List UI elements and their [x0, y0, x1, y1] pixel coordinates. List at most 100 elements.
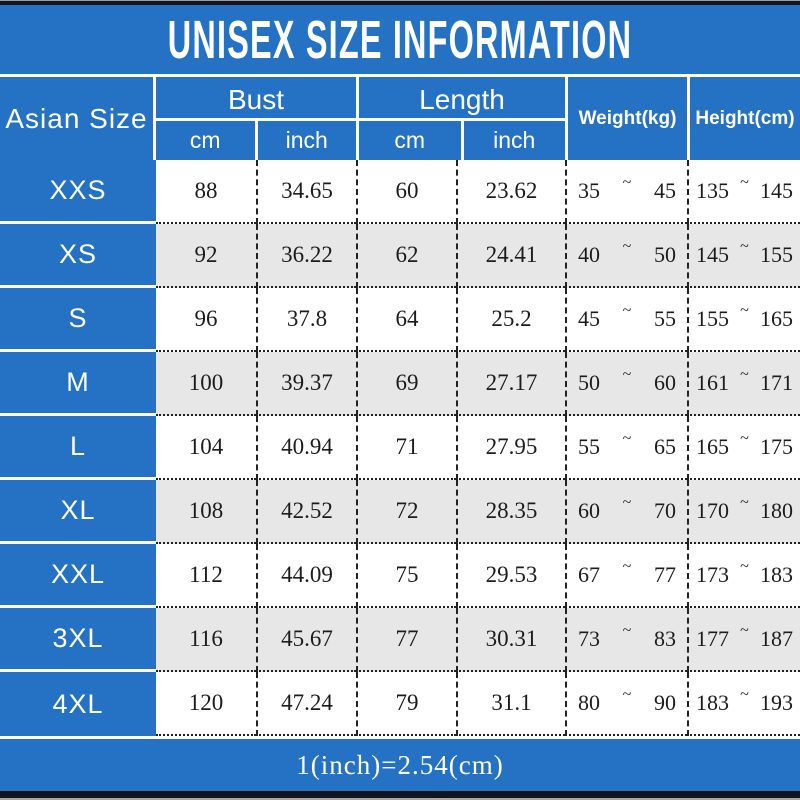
bust-cm-value: 120	[156, 672, 256, 736]
height-min: 155	[696, 306, 729, 331]
column-header-bust-cm: cm	[189, 127, 221, 153]
weight-max: 45	[654, 178, 676, 203]
tilde-separator: ~	[622, 622, 632, 639]
bottom-edge-bar	[0, 791, 800, 800]
height-min: 170	[696, 498, 729, 523]
conversion-formula: 1(inch)=2.54(cm)	[296, 749, 504, 780]
weight-min: 80	[578, 690, 600, 715]
bust-cm-value: 116	[156, 608, 256, 672]
tilde-separator: ~	[740, 622, 749, 639]
bust-inch-value: 42.52	[256, 480, 356, 544]
height-max: 187	[760, 626, 793, 651]
column-header-height: Height(cm)	[687, 77, 800, 160]
tilde-separator: ~	[622, 238, 632, 255]
table-row: L 104 40.94 71 27.95 55 ~65 165 ~175	[0, 416, 800, 480]
height-max: 175	[760, 434, 793, 459]
size-label: L	[0, 416, 156, 480]
length-cm-value: 69	[356, 352, 456, 416]
length-cm-value: 77	[356, 608, 456, 672]
height-range: 173 ~183	[687, 544, 800, 608]
weight-max: 60	[654, 370, 676, 395]
bust-cm-value: 88	[156, 160, 256, 224]
weight-max: 90	[654, 690, 676, 715]
height-min: 173	[696, 562, 729, 587]
bust-cm-value: 100	[156, 352, 256, 416]
bust-inch-value: 36.22	[256, 224, 356, 288]
tilde-separator: ~	[622, 366, 632, 383]
tilde-separator: ~	[622, 494, 632, 511]
length-inch-value: 25.2	[456, 288, 565, 352]
bust-inch-value: 44.09	[256, 544, 356, 608]
column-group-length: Length cm inch	[356, 77, 565, 160]
weight-min: 67	[578, 562, 600, 587]
tilde-separator: ~	[740, 302, 749, 319]
bust-inch-value: 40.94	[256, 416, 356, 480]
length-cm-value: 72	[356, 480, 456, 544]
page-title: UNISEX SIZE INFORMATION	[167, 9, 633, 70]
length-inch-value: 27.17	[456, 352, 565, 416]
weight-min: 73	[578, 626, 600, 651]
column-header-length: Length	[359, 77, 565, 121]
title-bar: UNISEX SIZE INFORMATION	[0, 5, 800, 77]
length-inch-value: 24.41	[456, 224, 565, 288]
weight-range: 73 ~83	[565, 608, 687, 672]
tilde-separator: ~	[740, 494, 749, 511]
height-min: 177	[696, 626, 729, 651]
bust-inch-value: 39.37	[256, 352, 356, 416]
tilde-separator: ~	[740, 430, 749, 447]
tilde-separator: ~	[740, 174, 749, 191]
table-header: Asian Size Bust cm inch Length cm inch W…	[0, 77, 800, 160]
weight-min: 55	[578, 434, 600, 459]
weight-max: 50	[654, 242, 676, 267]
height-max: 165	[760, 306, 793, 331]
top-edge-bar	[0, 0, 800, 5]
bust-cm-value: 104	[156, 416, 256, 480]
table-row: M 100 39.37 69 27.17 50 ~60 161 ~171	[0, 352, 800, 416]
tilde-separator: ~	[622, 558, 632, 575]
bust-cm-value: 92	[156, 224, 256, 288]
height-range: 165 ~175	[687, 416, 800, 480]
table-row: XXL 112 44.09 75 29.53 67 ~77 173 ~183	[0, 544, 800, 608]
length-cm-value: 62	[356, 224, 456, 288]
weight-max: 77	[654, 562, 676, 587]
height-range: 170 ~180	[687, 480, 800, 544]
size-label: 3XL	[0, 608, 156, 672]
bust-inch-value: 45.67	[256, 608, 356, 672]
length-cm-value: 60	[356, 160, 456, 224]
height-range: 183 ~193	[687, 672, 800, 736]
table-row: 4XL 120 47.24 79 31.1 80 ~90 183 ~193	[0, 672, 800, 736]
table-row: S 96 37.8 64 25.2 45 ~55 155 ~165	[0, 288, 800, 352]
tilde-separator: ~	[622, 686, 632, 703]
length-subheaders: cm inch	[359, 121, 565, 160]
bust-subheaders: cm inch	[156, 121, 356, 160]
weight-min: 45	[578, 306, 600, 331]
height-max: 145	[760, 178, 793, 203]
height-min: 183	[696, 690, 729, 715]
tilde-separator: ~	[740, 238, 749, 255]
height-max: 180	[760, 498, 793, 523]
bust-inch-value: 47.24	[256, 672, 356, 736]
weight-range: 55 ~65	[565, 416, 687, 480]
height-max: 155	[760, 242, 793, 267]
tilde-separator: ~	[740, 558, 749, 575]
length-inch-value: 27.95	[456, 416, 565, 480]
weight-range: 67 ~77	[565, 544, 687, 608]
size-label: XS	[0, 224, 156, 288]
tilde-separator: ~	[622, 430, 632, 447]
length-cm-value: 71	[356, 416, 456, 480]
length-inch-value: 31.1	[456, 672, 565, 736]
bust-cm-value: 112	[156, 544, 256, 608]
bust-inch-value: 37.8	[256, 288, 356, 352]
weight-max: 65	[654, 434, 676, 459]
height-max: 183	[760, 562, 793, 587]
weight-range: 50 ~60	[565, 352, 687, 416]
weight-range: 35 ~45	[565, 160, 687, 224]
weight-range: 45 ~55	[565, 288, 687, 352]
bust-inch-value: 34.65	[256, 160, 356, 224]
height-max: 171	[760, 370, 793, 395]
tilde-separator: ~	[622, 174, 632, 191]
weight-max: 83	[654, 626, 676, 651]
weight-range: 80 ~90	[565, 672, 687, 736]
height-min: 165	[696, 434, 729, 459]
weight-range: 40 ~50	[565, 224, 687, 288]
